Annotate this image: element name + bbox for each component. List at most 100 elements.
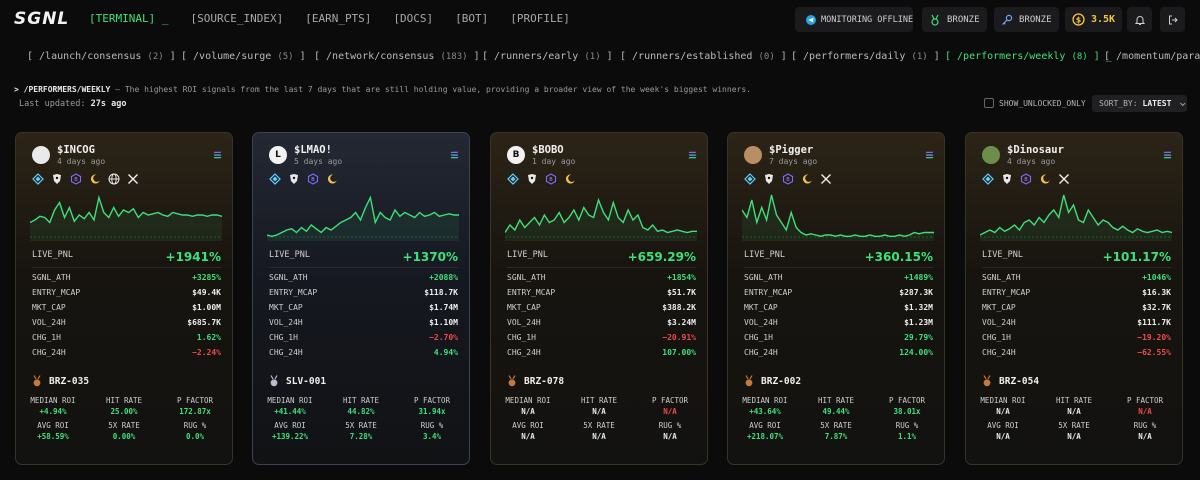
mkt-cap-row: MKT_CAP $1.00M xyxy=(32,303,221,312)
sparkline-area xyxy=(30,197,222,241)
medal-icon xyxy=(33,375,41,387)
caller-badge[interactable]: BRZ-078 xyxy=(507,375,564,387)
divider xyxy=(982,267,1171,268)
scanner-icon[interactable] xyxy=(526,173,538,185)
social-links: B xyxy=(32,173,139,185)
last-updated: Last updated: 27s ago xyxy=(19,99,127,109)
tier-badge-button[interactable]: BRONZE xyxy=(922,7,987,32)
top-navigation-bar: SGNL [TERMINAL] _ [SOURCE_INDEX] [EARN_P… xyxy=(0,0,1200,40)
logout-icon xyxy=(1168,15,1178,24)
5x-rate-stat: 5X RATE 0.00% xyxy=(108,421,140,441)
moon-icon[interactable] xyxy=(89,173,101,185)
signal-card[interactable]: $INCOG 4 days ago B LIVE_PNL +1941% SG xyxy=(15,132,233,465)
x-twitter-icon[interactable] xyxy=(127,173,139,185)
tab-runners-established[interactable]: [ /runners/established (0) ] xyxy=(620,51,787,62)
token-age: 4 days ago xyxy=(57,157,106,166)
moon-icon[interactable] xyxy=(326,173,338,185)
chg-24h-row: CHG_24H 4.94% xyxy=(269,348,458,357)
sgnl-ath-row: SGNL_ATH +2088% xyxy=(269,273,458,282)
show-unlocked-toggle[interactable]: SHOW_UNLOCKED_ONLY xyxy=(984,98,1086,108)
tab-performers-weekly[interactable]: [ /performers/weekly (8) ] _ xyxy=(945,51,1112,62)
moon-icon[interactable] xyxy=(564,173,576,185)
logout-button[interactable] xyxy=(1160,7,1185,32)
token-avatar xyxy=(744,146,762,164)
birdeye-icon[interactable]: B xyxy=(307,173,319,185)
birdeye-icon[interactable]: B xyxy=(782,173,794,185)
caller-badge[interactable]: SLV-001 xyxy=(269,375,326,387)
birdeye-icon[interactable]: B xyxy=(1020,173,1032,185)
rug-pct-stat: RUG % N/A xyxy=(1133,421,1157,441)
price-sparkline xyxy=(267,195,459,241)
scanner-icon[interactable] xyxy=(51,173,63,185)
birdeye-icon[interactable]: B xyxy=(70,173,82,185)
section-description: > /PERFORMERS/WEEKLY — The highest ROI s… xyxy=(14,85,751,94)
scanner-icon[interactable] xyxy=(1001,173,1013,185)
live-pnl-value: +659.29% xyxy=(627,250,696,264)
dex-icon[interactable] xyxy=(744,173,756,185)
tab-momentum-para[interactable]: [ /momentum/para xyxy=(1104,51,1200,62)
price-sparkline xyxy=(505,197,697,241)
rug-pct-stat: RUG % 0.0% xyxy=(183,421,207,441)
scanner-icon[interactable] xyxy=(288,173,300,185)
social-links: B xyxy=(744,173,832,185)
chg-24h-row: CHG_24H 107.00% xyxy=(507,348,696,357)
tab-network-consensus[interactable]: [ /network/consensus (183) ] xyxy=(314,51,480,62)
mkt-cap-row: MKT_CAP $32.7K xyxy=(982,303,1171,312)
signal-card[interactable]: L $LMAO! 5 days ago B LIVE_PNL +1370% xyxy=(252,132,470,465)
avg-roi-stat: AVG ROI N/A xyxy=(512,421,544,441)
sparkline-area xyxy=(980,195,1172,241)
live-pnl-label: LIVE_PNL xyxy=(982,250,1023,260)
moon-icon[interactable] xyxy=(1039,173,1051,185)
coin-icon: $ xyxy=(1072,13,1085,26)
bell-icon xyxy=(1134,15,1145,25)
caller-badge[interactable]: BRZ-035 xyxy=(32,375,89,387)
x-twitter-icon[interactable] xyxy=(1058,173,1070,185)
page-title: /PERFORMERS/WEEKLY xyxy=(23,85,111,94)
dex-icon[interactable] xyxy=(269,173,281,185)
nav-source-index[interactable]: [SOURCE_INDEX] xyxy=(190,12,284,25)
token-avatar: L xyxy=(269,146,287,164)
svg-text:$: $ xyxy=(1076,15,1081,24)
entry-mcap-row: ENTRY_MCAP $51.7K xyxy=(507,288,696,297)
social-links: B xyxy=(507,173,576,185)
sparkline-line xyxy=(267,195,459,238)
nav-profile[interactable]: [PROFILE] xyxy=(510,12,570,25)
signal-card[interactable]: $Pigger 7 days ago B LIVE_PNL +360.15% xyxy=(727,132,945,465)
notifications-button[interactable] xyxy=(1127,7,1152,32)
brand-logo[interactable]: SGNL xyxy=(14,9,70,29)
nav-docs[interactable]: [DOCS] xyxy=(393,12,434,25)
signal-card[interactable]: B $BOBO 1 day ago B LIVE_PNL +659.29% xyxy=(490,132,708,465)
nav-earn-pts[interactable]: [EARN_PTS] xyxy=(305,12,372,25)
dex-icon[interactable] xyxy=(32,173,44,185)
monitoring-status-button[interactable]: MONITORING OFFLINE xyxy=(795,7,913,32)
scanner-icon[interactable] xyxy=(763,173,775,185)
svg-text:B: B xyxy=(311,177,315,183)
tab-volume-surge[interactable]: [ /volume/surge (5) ] xyxy=(181,51,306,62)
solana-icon xyxy=(450,151,459,159)
medal-icon xyxy=(745,375,753,387)
avg-roi-stat: AVG ROI +139.22% xyxy=(271,421,309,441)
caller-badge[interactable]: BRZ-054 xyxy=(982,375,1039,387)
signal-card[interactable]: $Dinosaur 4 days ago B LIVE_PNL +101.17% xyxy=(965,132,1183,465)
mkt-cap-row: MKT_CAP $1.74M xyxy=(269,303,458,312)
chevron-down-icon xyxy=(1180,102,1186,106)
x-twitter-icon[interactable] xyxy=(820,173,832,185)
moon-icon[interactable] xyxy=(801,173,813,185)
checkbox[interactable] xyxy=(984,98,994,108)
points-button[interactable]: $ 3.5K xyxy=(1065,7,1123,32)
birdeye-icon[interactable]: B xyxy=(545,173,557,185)
tab-performers-daily[interactable]: [ /performers/daily (1) ] xyxy=(791,51,940,62)
nav-bot[interactable]: [BOT] xyxy=(455,12,489,25)
tab-launch-consensus[interactable]: [ /launch/consensus (2) ] xyxy=(27,51,176,62)
tab-runners-early[interactable]: [ /runners/early (1) ] xyxy=(482,51,613,62)
caller-badge[interactable]: BRZ-002 xyxy=(744,375,801,387)
nav-terminal[interactable]: [TERMINAL] _ xyxy=(89,12,169,25)
median-roi-stat: MEDIAN ROI +4.94% xyxy=(30,396,76,416)
dex-icon[interactable] xyxy=(982,173,994,185)
dex-icon[interactable] xyxy=(507,173,519,185)
sort-dropdown[interactable]: SORT_BY: LATEST xyxy=(1092,95,1187,112)
live-pnl-label: LIVE_PNL xyxy=(32,250,73,260)
median-roi-stat: MEDIAN ROI +41.44% xyxy=(267,396,313,416)
globe-icon[interactable] xyxy=(108,173,120,185)
tier-key-button[interactable]: BRONZE xyxy=(994,7,1059,32)
